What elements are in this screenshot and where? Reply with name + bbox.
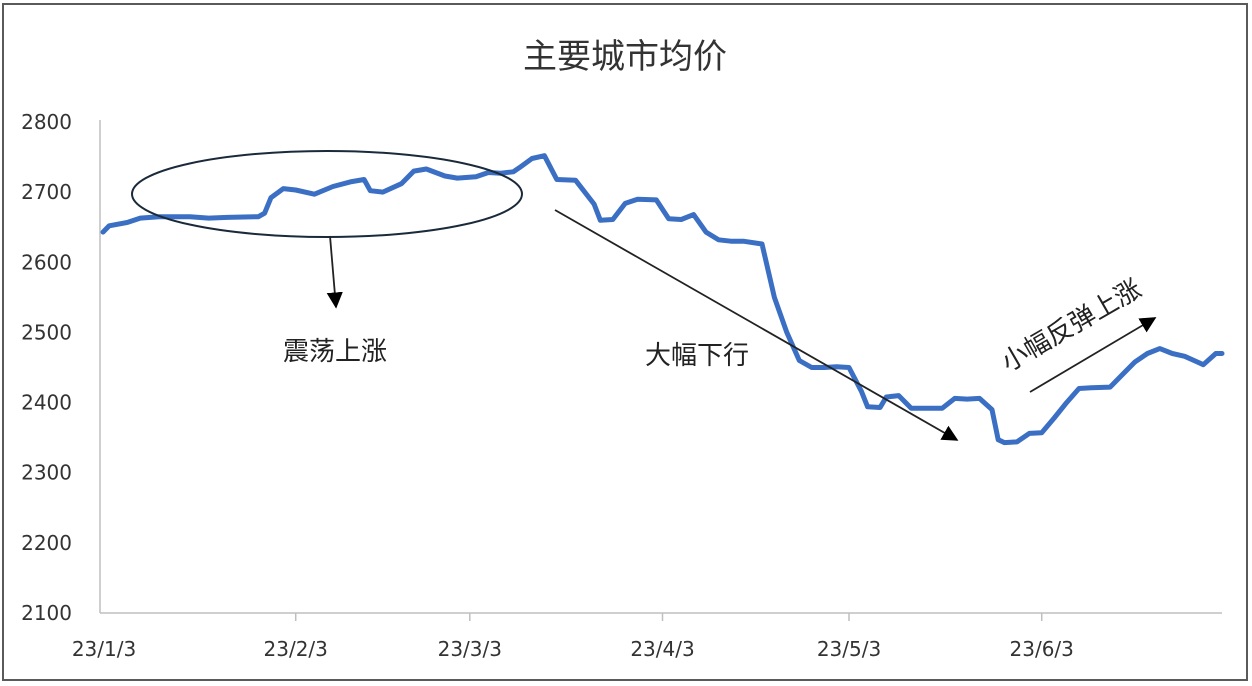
chart-title: 主要城市均价 [523,37,727,77]
x-tick-labels: 23/1/3 23/2/3 23/3/3 23/4/3 23/5/3 23/6/3 [72,613,1074,661]
y-tick-label: 2800 [21,110,72,134]
annotation-arrow-decline [554,209,959,441]
series-line-average-price [100,153,1225,446]
y-tick-label: 2200 [21,531,72,555]
x-tick-label: 23/6/3 [1010,637,1074,661]
y-tick-label: 2500 [21,320,72,344]
y-tick-labels: 2100 2200 2300 2400 2500 2600 2700 2800 [21,110,72,625]
annotation-oscillation-label: 震荡上涨 [283,337,387,367]
annotation-ellipse [131,150,523,238]
x-tick-label: 23/3/3 [438,637,502,661]
annotation-arrow-oscillation [326,235,343,309]
annotation-decline-label: 大幅下行 [645,341,749,371]
annotation-arrow-rebound [1029,317,1157,393]
y-tick-label: 2700 [21,180,72,204]
x-tick-label: 23/4/3 [630,637,694,661]
x-tick-label: 23/5/3 [817,637,881,661]
chart-frame [2,3,1248,681]
y-tick-label: 2400 [21,391,72,415]
x-tick-label: 23/1/3 [72,637,136,661]
y-tick-label: 2300 [21,461,72,485]
y-tick-label: 2100 [21,601,72,625]
annotation-rebound-label: 小幅反弹上涨 [997,274,1147,378]
y-tick-label: 2600 [21,250,72,274]
x-tick-label: 23/2/3 [264,637,328,661]
